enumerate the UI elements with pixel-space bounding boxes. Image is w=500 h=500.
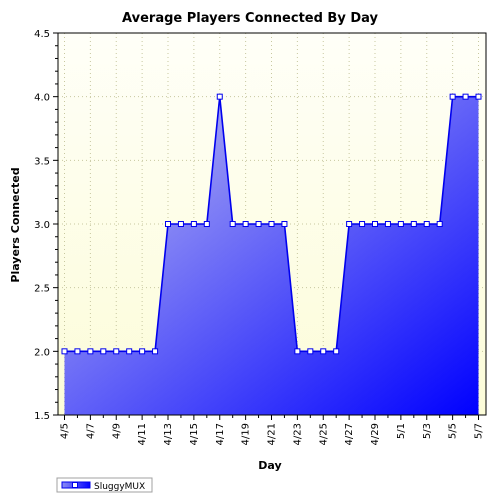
- data-markers: [61, 93, 482, 355]
- data-point: [410, 221, 417, 227]
- chart-title: Average Players Connected By Day: [122, 11, 378, 26]
- x-tick-label: 4/23: [292, 423, 303, 445]
- y-tick-label: 4.5: [34, 29, 50, 40]
- y-tick-label: 2.0: [34, 347, 50, 358]
- data-point: [281, 221, 288, 227]
- x-tick-label: 4/9: [111, 423, 122, 439]
- data-point: [61, 348, 68, 355]
- y-tick-label: 4.0: [34, 93, 50, 104]
- data-point: [462, 93, 469, 100]
- legend-marker: [72, 482, 78, 488]
- data-point: [320, 348, 327, 355]
- x-tick-label: 4/25: [318, 423, 329, 445]
- x-tick-label: 4/11: [137, 423, 148, 445]
- legend: SluggyMUX: [56, 477, 153, 493]
- x-tick-label: 5/3: [422, 423, 433, 439]
- series-area-sluggymux: [64, 96, 479, 416]
- y-tick-label: 1.5: [34, 411, 50, 422]
- x-tick-labels: 4/5 4/7 4/9 4/11 4/13 4/15 4/17 4/19 4/21 4/23 4/2…: [60, 423, 485, 445]
- data-point: [139, 348, 146, 355]
- y-tick-labels: 1.5 2.0 2.5 3.0 3.5 4.0 4.5: [34, 29, 50, 422]
- x-tick-label: 4/7: [85, 423, 96, 439]
- x-tick-label: 4/5: [60, 423, 71, 439]
- data-point: [384, 221, 391, 227]
- data-point: [113, 348, 120, 355]
- data-point: [475, 93, 482, 100]
- data-point: [359, 221, 366, 227]
- x-tick-label: 5/5: [448, 423, 459, 439]
- data-point: [203, 221, 210, 227]
- data-point: [126, 348, 133, 355]
- data-point: [397, 221, 404, 227]
- data-point: [436, 221, 443, 227]
- data-point: [165, 221, 171, 227]
- y-tick-label: 3.0: [34, 220, 50, 231]
- x-tick-label: 4/17: [215, 423, 226, 445]
- x-tick-label: 4/27: [344, 423, 355, 445]
- y-axis-label: Players Connected: [9, 167, 22, 282]
- data-point: [100, 348, 107, 355]
- data-point: [307, 348, 314, 355]
- x-tick-label: 5/1: [396, 423, 407, 439]
- data-point: [268, 221, 275, 227]
- data-point: [87, 348, 94, 355]
- y-tick-label: 2.5: [34, 284, 50, 295]
- x-tick-label: 4/29: [370, 423, 381, 445]
- data-point: [346, 221, 353, 227]
- data-point: [423, 221, 430, 227]
- data-point: [74, 348, 81, 355]
- x-tick-label: 4/15: [189, 423, 200, 445]
- data-point: [333, 348, 340, 355]
- data-point: [216, 93, 223, 100]
- x-tick-label: 4/13: [163, 423, 174, 445]
- y-tick-label: 3.5: [34, 156, 50, 167]
- axes: [53, 32, 487, 420]
- data-point: [190, 221, 197, 227]
- x-axis-label: Day: [258, 459, 281, 472]
- legend-label: SluggyMUX: [94, 482, 145, 492]
- data-point: [449, 93, 456, 100]
- data-point: [255, 221, 262, 227]
- data-point: [177, 221, 184, 227]
- data-point: [294, 348, 301, 355]
- x-tick-label: 5/7: [474, 423, 485, 439]
- x-tick-label: 4/19: [241, 423, 252, 445]
- data-point: [372, 221, 378, 227]
- data-point: [242, 221, 249, 227]
- data-point: [229, 221, 236, 227]
- x-tick-label: 4/21: [267, 423, 278, 445]
- data-point: [152, 348, 159, 355]
